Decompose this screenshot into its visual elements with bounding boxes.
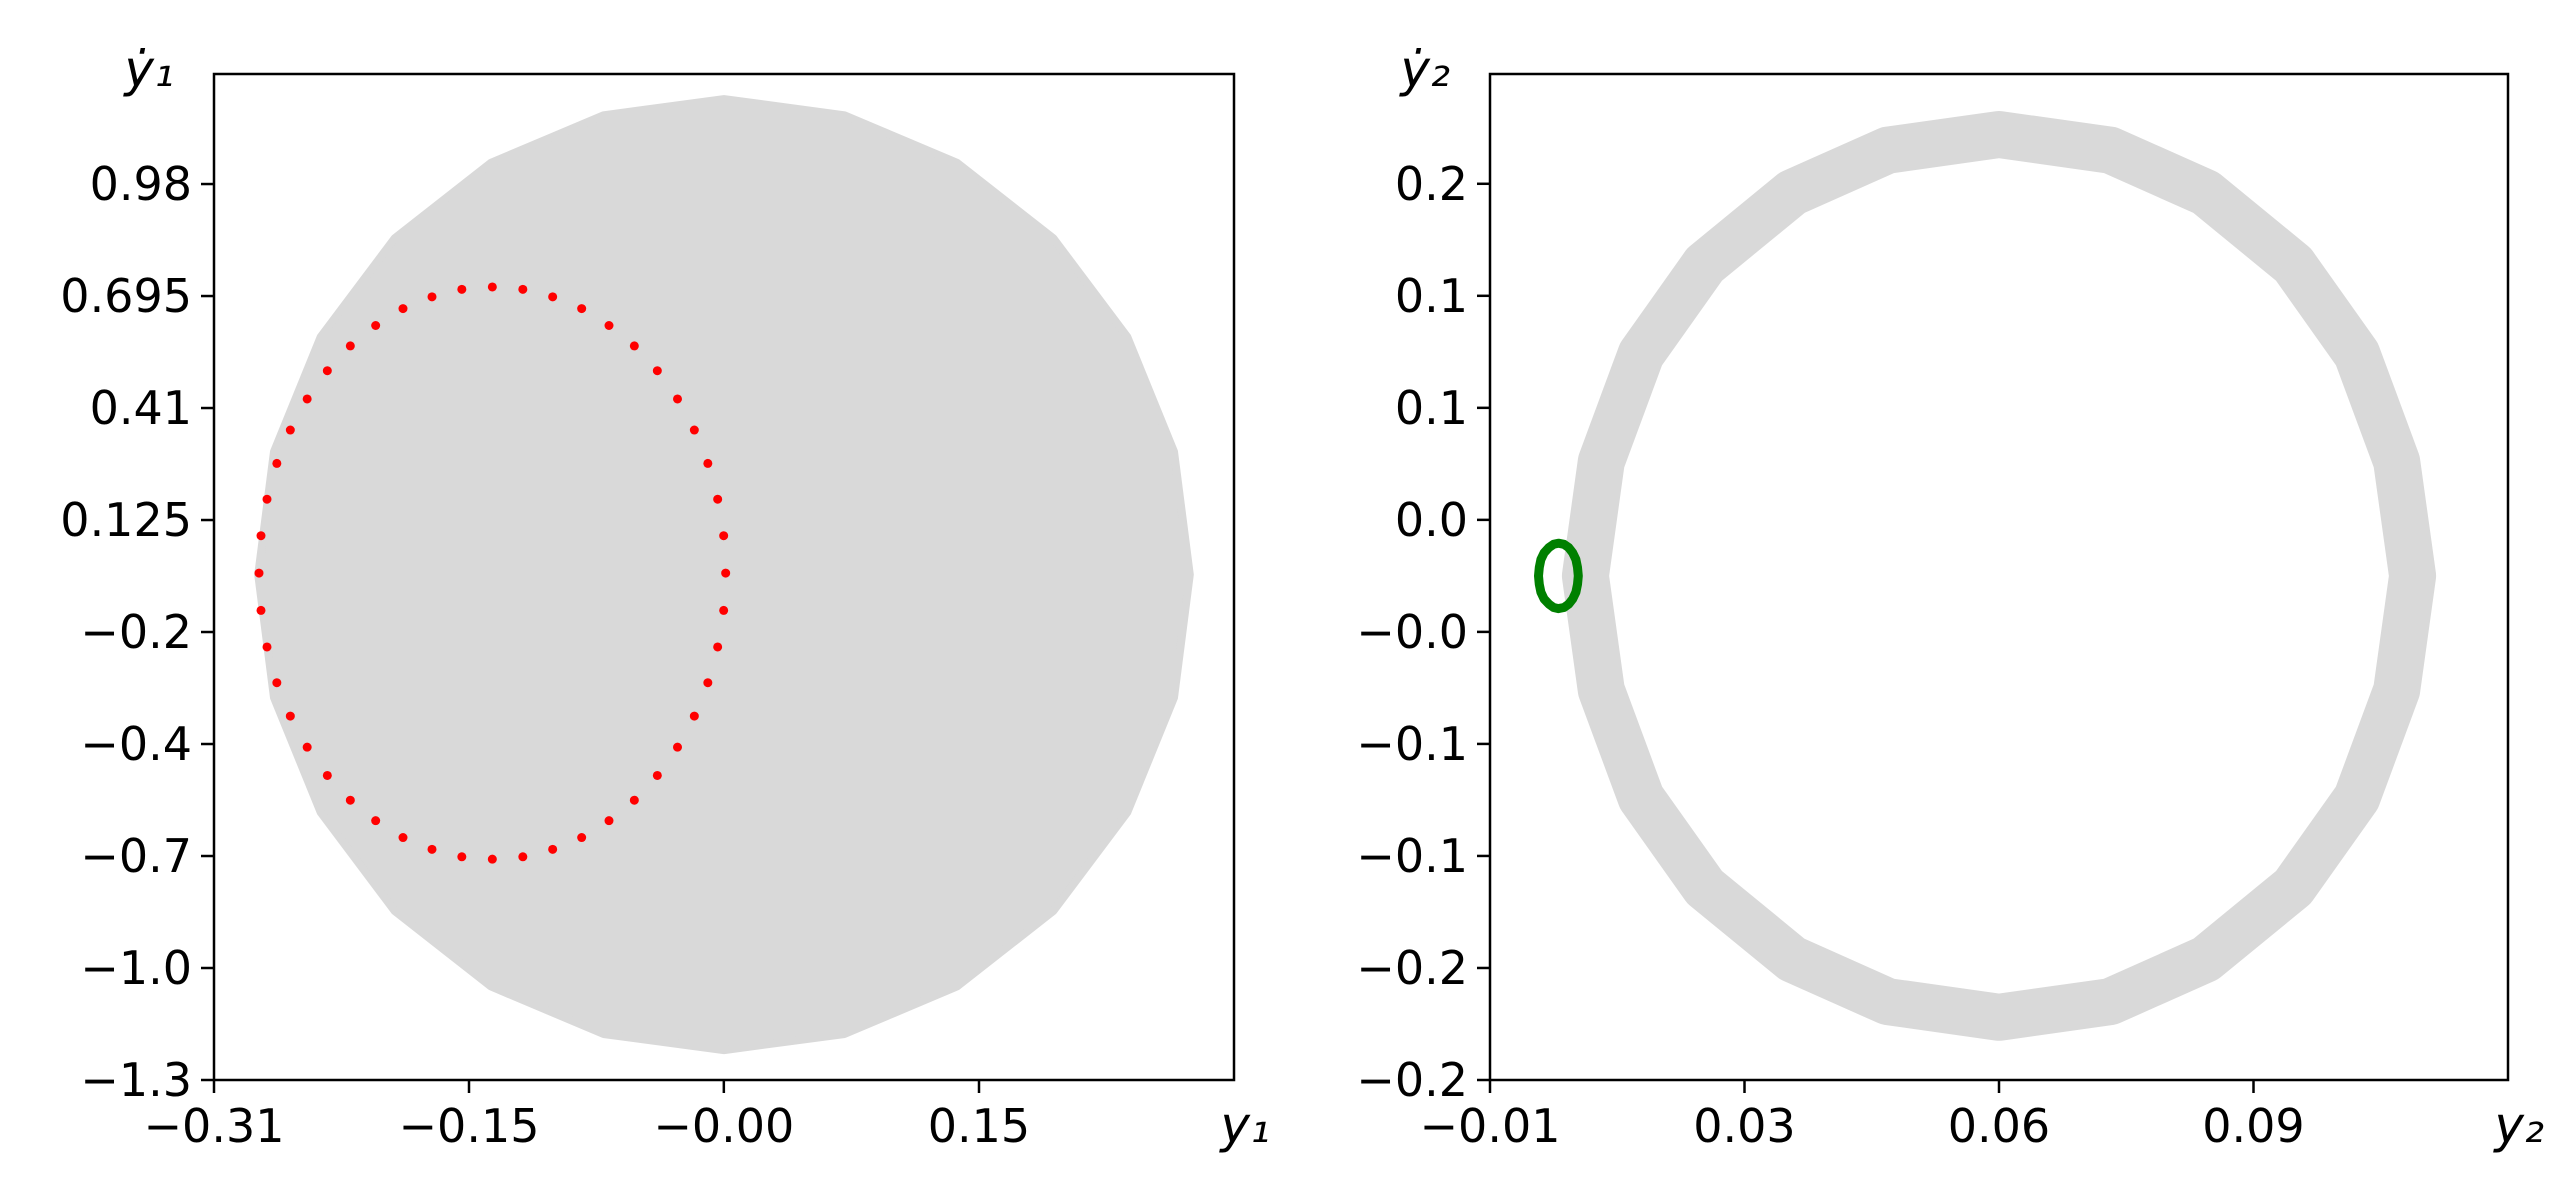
orbit-point (703, 458, 713, 468)
orbit-point (721, 568, 731, 578)
orbit-point (719, 531, 729, 541)
x-tick-label: −0.31 (144, 1099, 285, 1153)
orbit-point (398, 833, 408, 843)
y-tick-label: 0.125 (60, 493, 192, 547)
plot-panel: −0.31 −0.15 −0.00 0.15 −1.3 −1.0 −0.7 −0.4 −0.2 0… (60, 40, 1270, 1154)
orbit-point (427, 844, 437, 854)
orbit-point (719, 605, 729, 615)
orbit-point (673, 742, 682, 752)
y-tick-label: −0.4 (80, 717, 192, 771)
orbit-point (713, 642, 723, 652)
orbit-point (302, 742, 312, 752)
plot-panel: −0.01 0.03 0.06 0.09 −0.2 −0.2 −0.1 −0.1 −0.0 0.0… (1356, 40, 2544, 1154)
orbit-point (577, 833, 587, 843)
y-tick-label: 0.41 (90, 381, 192, 435)
y-tick-label: 0.98 (90, 157, 192, 211)
y-tick-label: −0.7 (80, 829, 192, 883)
orbit-point (398, 304, 408, 314)
x-tick-label: −0.15 (399, 1099, 540, 1153)
y-tick-label: 0.2 (1395, 157, 1468, 211)
orbit-point (652, 770, 662, 780)
orbit-point (322, 770, 332, 780)
orbit-point (427, 292, 437, 302)
orbit-point (302, 394, 312, 404)
x-tick-label: 0.03 (1693, 1099, 1795, 1153)
orbit-point (371, 816, 381, 826)
orbit-point (371, 321, 381, 330)
y-tick-label: −0.1 (1356, 829, 1468, 883)
orbit-point (272, 458, 282, 468)
plot-area (254, 95, 1194, 1055)
y-tick-label: 0.1 (1395, 381, 1468, 435)
orbit-point (689, 711, 699, 721)
orbit-point (262, 642, 272, 652)
y-tick-label: −0.0 (1356, 605, 1468, 659)
x-tick-label: −0.01 (1420, 1099, 1561, 1153)
orbit-point (272, 678, 282, 688)
orbit-point (604, 816, 614, 826)
orbit-point (487, 282, 497, 292)
orbit-point (629, 795, 639, 805)
y-tick-label: −0.1 (1356, 717, 1468, 771)
orbit-point (629, 341, 639, 351)
orbit-point (457, 284, 467, 294)
y-axis-label: ẏ₁ (122, 40, 174, 98)
orbit-point (256, 531, 266, 541)
x-tick-label: 0.09 (2202, 1099, 2304, 1153)
orbit-point (689, 425, 699, 435)
orbit-point (604, 321, 614, 330)
y-tick-label: −0.2 (80, 605, 192, 659)
y-tick-label: −1.0 (80, 941, 192, 995)
orbit-point (457, 852, 467, 862)
orbit-point (256, 605, 266, 615)
x-tick-label: −0.00 (653, 1099, 794, 1153)
orbit-point (652, 366, 662, 376)
orbit-point (285, 425, 295, 435)
orbit-line (1534, 538, 1583, 614)
orbit-point (345, 795, 355, 805)
orbit-point (548, 292, 558, 302)
orbit-point (487, 854, 497, 864)
orbit-point (703, 678, 713, 688)
y-tick-label: −1.3 (80, 1053, 192, 1107)
orbit-point (577, 304, 587, 314)
orbit-point (262, 494, 272, 504)
y-axis-label: ẏ₂ (1398, 40, 1450, 98)
orbit-point (713, 494, 723, 504)
orbit-point (285, 711, 295, 721)
plot-area (1534, 111, 2437, 1041)
y-tick-label: 0.1 (1395, 269, 1468, 323)
orbit-point (518, 284, 528, 294)
orbit-point (518, 852, 528, 862)
orbit-point (673, 394, 682, 404)
y-tick-label: 0.0 (1395, 493, 1468, 547)
orbit-point (322, 366, 332, 376)
y-tick-label: 0.695 (60, 269, 192, 323)
x-tick-label: 0.15 (928, 1099, 1030, 1153)
axes-frame (1488, 72, 2510, 1082)
trajectory-band (1561, 111, 2437, 1041)
y-tick-label: −0.2 (1356, 1053, 1468, 1107)
y-tick-label: −0.2 (1356, 941, 1468, 995)
orbit-point (345, 341, 355, 351)
x-axis-label: y₂ (2492, 1096, 2544, 1154)
x-axis-label: y₁ (1218, 1096, 1270, 1154)
orbit-point (254, 568, 264, 578)
x-tick-label: 0.06 (1948, 1099, 2050, 1153)
orbit-point (548, 844, 558, 854)
